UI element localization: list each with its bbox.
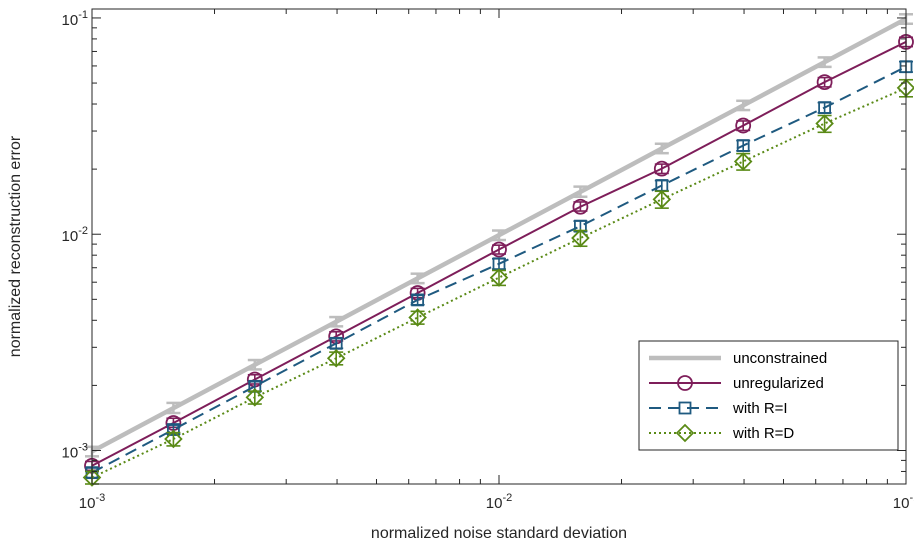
series-layer: [82, 13, 914, 487]
data-point: [736, 139, 750, 152]
data-point: [491, 241, 507, 258]
data-point: [82, 468, 102, 487]
data-point: [329, 336, 343, 350]
data-point: [818, 101, 832, 115]
y-axis-label: normalized reconstruction error: [7, 135, 24, 357]
legend-label: with R=D: [732, 425, 794, 442]
data-point: [652, 190, 672, 209]
legend-swatch-marker: [675, 423, 695, 443]
legend-item-unregularized: unregularized: [649, 375, 824, 392]
legend-item-with-r-i: with R=I: [649, 400, 788, 417]
data-point: [733, 152, 753, 171]
data-point: [815, 114, 834, 133]
legend-item-with-r-d: with R=D: [649, 423, 794, 443]
legend-item-unconstrained: unconstrained: [649, 350, 827, 367]
x-tick-label: 10-1: [893, 492, 914, 512]
data-point: [411, 293, 425, 307]
data-point: [735, 117, 752, 134]
y-tick-label: 10-1: [62, 9, 88, 29]
data-point: [653, 160, 670, 177]
legend: unconstrained unregularized with R=I with R…: [638, 340, 899, 451]
tick-layer: 10-3 10-2 10-1 10-3 10-2 10-1: [62, 9, 914, 512]
y-tick-label: 10-2: [62, 225, 88, 245]
data-point: [816, 74, 833, 91]
data-point: [571, 228, 590, 248]
x-tick-label: 10-2: [486, 492, 512, 512]
y-tick-label: 10-3: [62, 441, 88, 461]
legend-label: unregularized: [733, 375, 824, 392]
series-line: [91, 86, 907, 479]
x-axis-label: normalized noise standard deviation: [371, 525, 627, 542]
legend-label: with R=I: [732, 400, 788, 417]
legend-label: unconstrained: [733, 350, 827, 367]
series-with-r-d: [82, 78, 914, 487]
legend-swatch-marker: [678, 401, 692, 415]
x-tick-label: 10-3: [79, 492, 105, 512]
data-point: [326, 348, 346, 368]
data-point: [408, 308, 427, 327]
data-point: [572, 198, 589, 215]
series-unconstrained: [85, 13, 913, 458]
data-point: [489, 268, 509, 287]
data-point: [164, 429, 183, 449]
legend-swatch-marker: [677, 375, 693, 391]
data-point: [245, 388, 265, 407]
